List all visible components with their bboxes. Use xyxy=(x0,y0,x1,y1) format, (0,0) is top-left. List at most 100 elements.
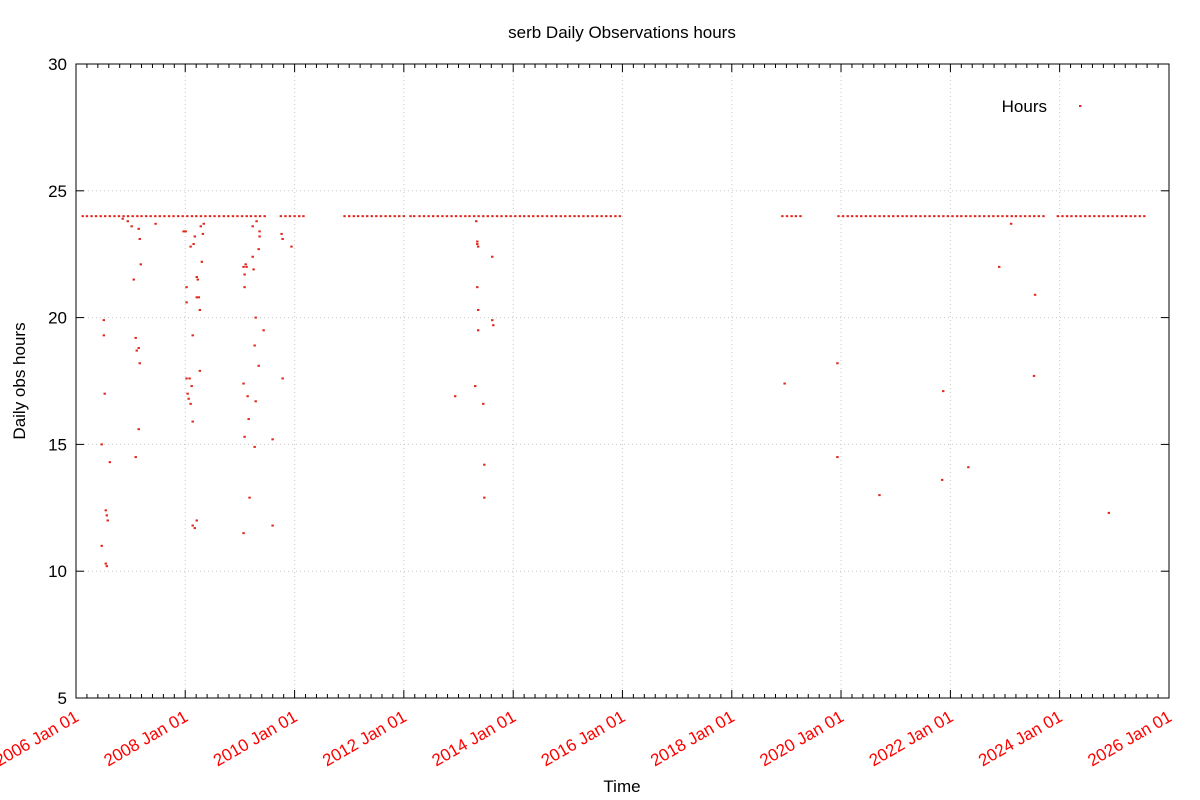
point xyxy=(257,364,260,367)
point xyxy=(1028,215,1031,218)
point xyxy=(475,220,478,223)
point xyxy=(81,215,84,218)
point xyxy=(195,276,198,279)
point xyxy=(154,222,157,225)
y-tick-label: 30 xyxy=(48,55,67,74)
point xyxy=(134,336,137,339)
point xyxy=(213,215,216,218)
point xyxy=(973,215,977,218)
point xyxy=(105,514,109,517)
point xyxy=(905,215,908,218)
point xyxy=(140,215,143,218)
point xyxy=(996,215,1000,218)
point xyxy=(527,215,530,218)
point xyxy=(251,255,254,258)
point xyxy=(117,215,121,218)
legend-label: Hours xyxy=(1002,97,1047,116)
point xyxy=(1019,215,1022,218)
point xyxy=(188,377,191,380)
point xyxy=(108,461,112,464)
y-axis-label: Daily obs hours xyxy=(10,322,29,439)
point xyxy=(254,316,257,319)
point xyxy=(573,215,576,218)
point xyxy=(841,215,845,218)
point xyxy=(242,265,245,268)
point xyxy=(609,215,612,218)
point xyxy=(255,220,258,223)
point xyxy=(545,215,549,218)
point xyxy=(964,215,968,218)
point xyxy=(108,215,112,218)
point xyxy=(135,349,138,352)
point xyxy=(245,215,248,218)
point xyxy=(130,225,133,228)
point xyxy=(185,301,188,304)
point xyxy=(158,215,161,218)
point xyxy=(923,215,927,218)
point xyxy=(243,273,246,276)
x-axis-label: Time xyxy=(603,777,640,796)
point xyxy=(436,215,439,218)
x-tick-label: 2006 Jan 01 xyxy=(0,707,82,770)
point xyxy=(1009,222,1013,225)
point xyxy=(379,215,383,218)
point xyxy=(298,215,301,218)
point xyxy=(253,445,256,448)
point xyxy=(100,443,103,446)
point xyxy=(361,215,364,218)
point xyxy=(1138,215,1142,218)
point xyxy=(138,362,141,365)
point xyxy=(418,215,421,218)
point xyxy=(293,215,296,218)
point xyxy=(90,215,93,218)
point xyxy=(1102,215,1105,218)
point xyxy=(987,215,991,218)
point xyxy=(280,232,283,235)
point xyxy=(476,240,479,243)
point xyxy=(577,215,580,218)
point xyxy=(365,215,369,218)
point xyxy=(431,215,435,218)
y-tick-label: 15 xyxy=(48,435,67,454)
point xyxy=(869,215,872,218)
point xyxy=(541,215,544,218)
point xyxy=(582,215,585,218)
point xyxy=(491,319,494,322)
point xyxy=(564,215,567,218)
point xyxy=(192,243,195,246)
point xyxy=(240,215,244,218)
point xyxy=(393,215,396,218)
point xyxy=(262,329,265,332)
point xyxy=(352,215,356,218)
point xyxy=(1014,215,1018,218)
point xyxy=(887,215,890,218)
point xyxy=(878,215,881,218)
point xyxy=(103,392,106,395)
point xyxy=(491,255,494,258)
point xyxy=(244,263,247,266)
point xyxy=(195,519,198,522)
point xyxy=(181,215,184,218)
point xyxy=(1088,215,1091,218)
point xyxy=(100,544,103,547)
point xyxy=(122,215,125,218)
point xyxy=(1143,215,1146,218)
point xyxy=(189,245,192,248)
point xyxy=(896,215,900,218)
point xyxy=(254,400,257,403)
point xyxy=(605,215,608,218)
plot-frame xyxy=(75,63,1170,699)
point xyxy=(468,215,471,218)
point xyxy=(172,215,175,218)
point xyxy=(343,215,346,218)
point xyxy=(249,215,253,218)
point xyxy=(222,215,226,218)
point xyxy=(231,215,235,218)
point xyxy=(121,217,124,220)
point xyxy=(102,334,106,337)
point xyxy=(1042,215,1045,218)
point xyxy=(182,230,185,233)
point xyxy=(397,215,401,218)
x-tick-label: 2022 Jan 01 xyxy=(866,707,957,770)
point xyxy=(464,215,467,218)
